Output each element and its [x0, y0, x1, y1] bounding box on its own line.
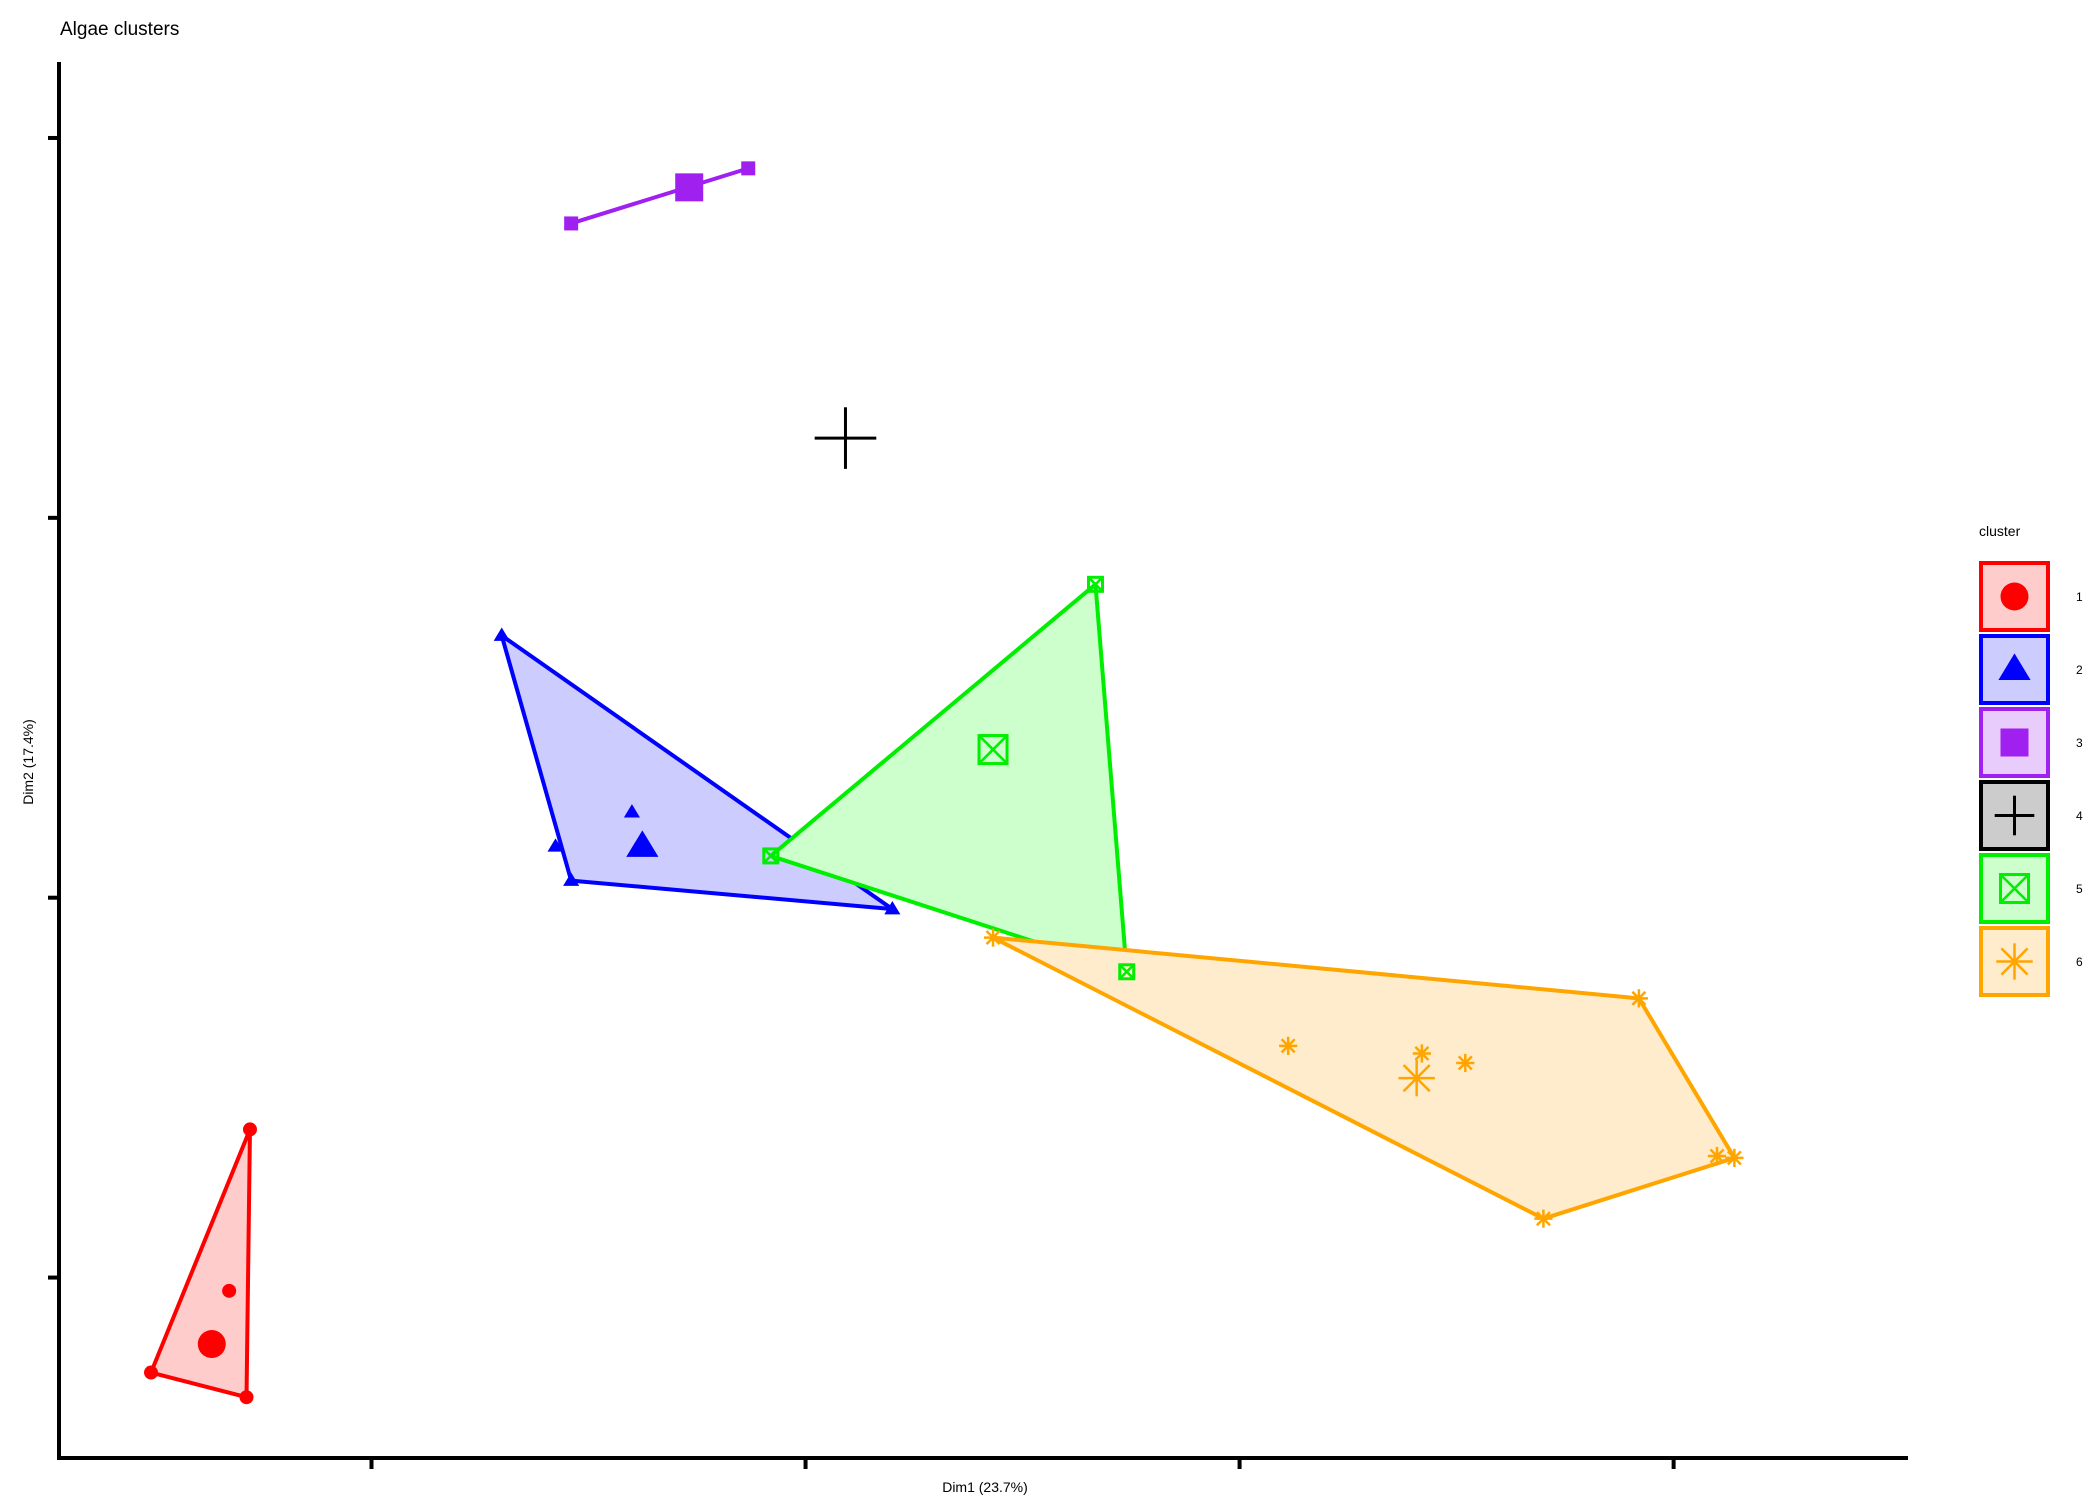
cluster-2-point — [884, 901, 901, 915]
cluster-1-point — [239, 1390, 254, 1405]
cluster-points — [144, 161, 1744, 1405]
legend-item-4: 4 — [1979, 780, 2083, 851]
legend-4-icon — [1994, 795, 2035, 836]
cluster-6-point — [1456, 1053, 1475, 1073]
cluster-6-point — [1534, 1209, 1553, 1228]
legend-label: 4 — [2076, 809, 2083, 823]
cluster-3-hull — [570, 166, 749, 226]
cluster-1-point — [222, 1283, 237, 1298]
legend-title: cluster — [1979, 523, 2021, 539]
cluster-1-point — [144, 1365, 159, 1380]
legend-3-icon — [2000, 728, 2029, 757]
cluster-4-center — [814, 407, 877, 469]
legend-key — [1979, 561, 2050, 632]
cluster-5-center — [977, 734, 1009, 766]
legend-key — [1979, 780, 2050, 851]
cluster-5-point — [1118, 963, 1136, 981]
legend-label: 3 — [2076, 736, 2083, 750]
axes — [48, 62, 1908, 1469]
legend-item-2: 2 — [1979, 634, 2083, 705]
cluster-3-center — [675, 173, 704, 202]
legend-5-icon — [1999, 873, 2030, 904]
legend-item-3: 3 — [1979, 707, 2083, 778]
x-axis-label: Dim1 (23.7%) — [942, 1479, 1028, 1495]
legend-item-5: 5 — [1979, 853, 2083, 924]
cluster-2-hull — [499, 633, 895, 912]
legend-label: 2 — [2076, 663, 2083, 677]
cluster-6-point — [1629, 989, 1648, 1008]
cluster-2-point — [563, 872, 580, 886]
cluster-6-point — [1279, 1036, 1298, 1055]
x-axis-ticks — [369, 1458, 1676, 1469]
y-axis-ticks — [48, 135, 59, 1280]
legend-label: 1 — [2076, 590, 2083, 604]
legend-label: 5 — [2076, 882, 2083, 896]
cluster-hulls — [149, 166, 1737, 1400]
cluster-2-point — [547, 838, 564, 852]
legend-1-icon — [2000, 582, 2029, 611]
cluster-2-point — [623, 804, 640, 818]
cluster-6-point — [1412, 1044, 1431, 1063]
cluster-2-center — [626, 830, 659, 857]
cluster-1-hull — [149, 1127, 252, 1400]
cluster-6-center — [1398, 1059, 1435, 1097]
cluster-5-point — [1086, 575, 1104, 593]
legend: cluster 1 2 3 4 5 6 — [1979, 523, 2083, 997]
cluster-6-hull — [991, 935, 1737, 1221]
cluster-1-point — [242, 1122, 257, 1137]
legend-item-1: 1 — [1979, 561, 2083, 632]
cluster-6-point — [983, 928, 1003, 947]
y-axis-label: Dim2 (17.4%) — [20, 719, 36, 805]
legend-label: 6 — [2076, 955, 2083, 969]
cluster-6-point — [1707, 1146, 1727, 1166]
cluster-3-point — [741, 161, 756, 176]
cluster-3-point — [564, 216, 579, 231]
legend-item-6: 6 — [1979, 926, 2083, 997]
legend-6-icon — [1996, 943, 2033, 980]
cluster-1-center — [197, 1330, 226, 1359]
cluster-5-hull — [768, 582, 1129, 974]
cluster-2-point — [493, 627, 510, 641]
cluster-6-point — [1725, 1148, 1744, 1168]
chart-title: Algae clusters — [60, 19, 179, 40]
legend-2-icon — [1998, 653, 2031, 680]
cluster-5-point — [762, 847, 780, 865]
